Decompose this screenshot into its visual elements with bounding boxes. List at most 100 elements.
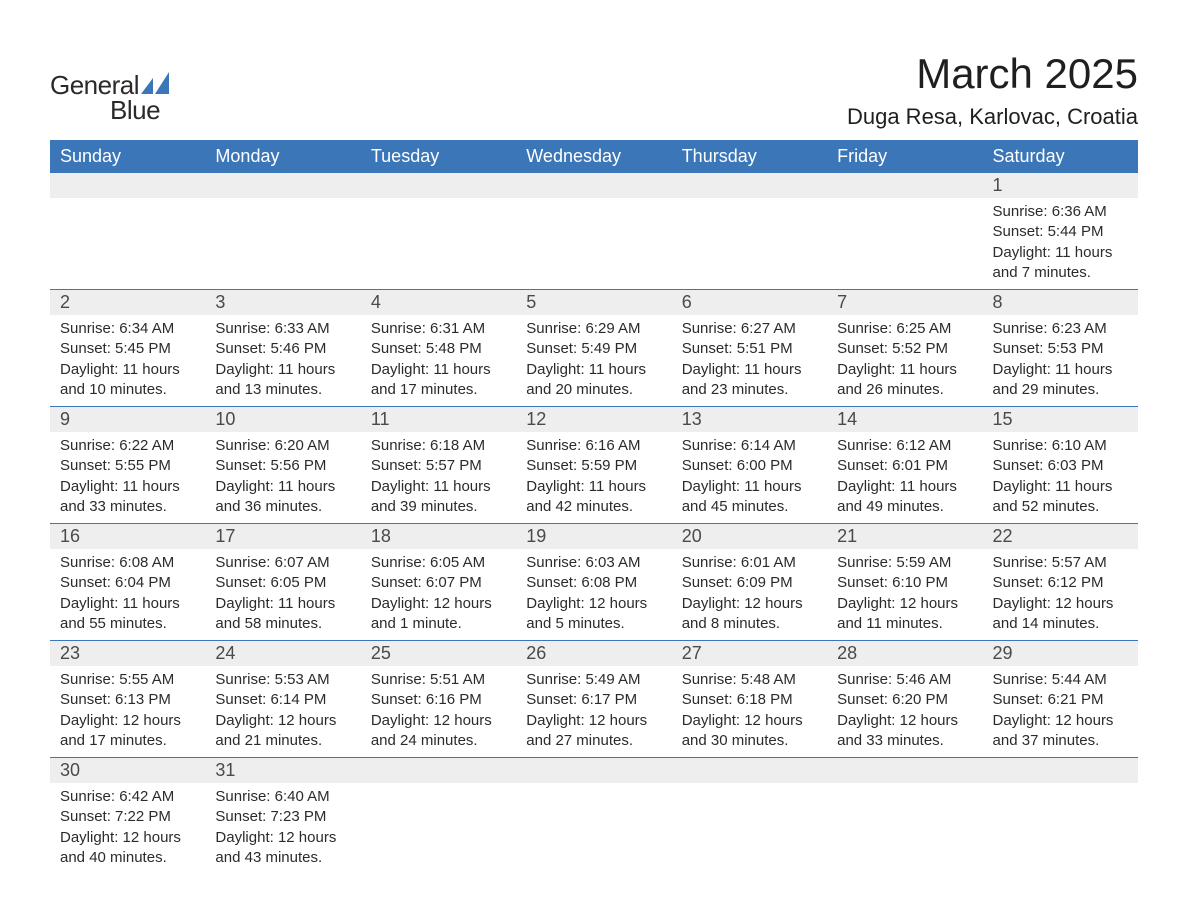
sunrise-line-value: 5:55 AM <box>119 671 174 688</box>
sunrise-line-label: Sunrise: <box>371 554 426 571</box>
sunrise-line-value: 5:53 AM <box>275 671 330 688</box>
sunrise-line-label: Sunrise: <box>526 437 581 454</box>
daylight-line-label: Daylight: <box>993 595 1051 612</box>
sunset-line: Sunset: 5:44 PM <box>993 222 1128 242</box>
week-row: 3031 Sunrise: 6:42 AMSunset: 7:22 PMDayl… <box>50 757 1138 874</box>
sunrise-line-value: 5:57 AM <box>1052 554 1107 571</box>
sunrise-line-label: Sunrise: <box>60 437 115 454</box>
sunset-line: Sunset: 6:10 PM <box>837 573 972 593</box>
sunrise-line-value: 6:07 AM <box>275 554 330 571</box>
sunrise-line: Sunrise: 5:51 AM <box>371 670 506 690</box>
day-cell: Sunrise: 6:05 AMSunset: 6:07 PMDaylight:… <box>361 549 516 640</box>
daylight-line-label: Daylight: <box>682 361 740 378</box>
sunrise-line: Sunrise: 5:44 AM <box>993 670 1128 690</box>
sunset-line-value: 6:18 PM <box>737 691 793 708</box>
sunrise-line-label: Sunrise: <box>682 554 737 571</box>
day-number: 4 <box>361 290 516 315</box>
day-number: 30 <box>50 758 205 783</box>
sunset-line-value: 5:48 PM <box>426 340 482 357</box>
day-cell: Sunrise: 5:55 AMSunset: 6:13 PMDaylight:… <box>50 666 205 757</box>
daylight-line-label: Daylight: <box>993 478 1051 495</box>
sunset-line: Sunset: 5:57 PM <box>371 456 506 476</box>
sunrise-line: Sunrise: 5:49 AM <box>526 670 661 690</box>
daylight-line-label: Daylight: <box>682 595 740 612</box>
day-number: 7 <box>827 290 982 315</box>
sunrise-line: Sunrise: 6:20 AM <box>215 436 350 456</box>
sunrise-line: Sunrise: 6:40 AM <box>215 787 350 807</box>
day-body-row: Sunrise: 5:55 AMSunset: 6:13 PMDaylight:… <box>50 666 1138 757</box>
sunset-line: Sunset: 6:05 PM <box>215 573 350 593</box>
sunset-line-value: 6:08 PM <box>581 574 637 591</box>
day-number: 9 <box>50 407 205 432</box>
daylight-line-label: Daylight: <box>215 829 273 846</box>
day-number <box>361 758 516 783</box>
weekday-header: Wednesday <box>516 140 671 173</box>
daylight-line-label: Daylight: <box>60 712 118 729</box>
daylight-line-label: Daylight: <box>526 361 584 378</box>
sunrise-line-label: Sunrise: <box>371 671 426 688</box>
sunrise-line-value: 5:48 AM <box>741 671 796 688</box>
day-number: 23 <box>50 641 205 666</box>
sunset-line: Sunset: 6:18 PM <box>682 690 817 710</box>
day-number <box>361 173 516 198</box>
daylight-line: Daylight: 11 hours and 42 minutes. <box>526 477 661 518</box>
sunset-line-value: 6:17 PM <box>581 691 637 708</box>
day-number: 8 <box>983 290 1138 315</box>
daylight-line-label: Daylight: <box>60 478 118 495</box>
day-number: 31 <box>205 758 360 783</box>
daylight-line: Daylight: 12 hours and 37 minutes. <box>993 711 1128 752</box>
day-cell <box>672 198 827 289</box>
sunset-line: Sunset: 5:46 PM <box>215 339 350 359</box>
day-number: 11 <box>361 407 516 432</box>
day-number: 26 <box>516 641 671 666</box>
sunrise-line-label: Sunrise: <box>993 320 1048 337</box>
day-number: 16 <box>50 524 205 549</box>
day-number <box>205 173 360 198</box>
sunset-line: Sunset: 6:04 PM <box>60 573 195 593</box>
sunrise-line-value: 6:16 AM <box>585 437 640 454</box>
sunset-line-value: 7:22 PM <box>115 808 171 825</box>
daylight-line-label: Daylight: <box>371 478 429 495</box>
day-cell: Sunrise: 6:18 AMSunset: 5:57 PMDaylight:… <box>361 432 516 523</box>
sunrise-line: Sunrise: 6:12 AM <box>837 436 972 456</box>
sunset-line-label: Sunset: <box>215 340 266 357</box>
sunrise-line: Sunrise: 6:23 AM <box>993 319 1128 339</box>
daylight-line-label: Daylight: <box>371 712 429 729</box>
sunrise-line: Sunrise: 6:31 AM <box>371 319 506 339</box>
sunset-line-label: Sunset: <box>837 457 888 474</box>
day-cell <box>672 783 827 874</box>
week-row: 9101112131415Sunrise: 6:22 AMSunset: 5:5… <box>50 406 1138 523</box>
day-cell <box>983 783 1138 874</box>
day-cell: Sunrise: 6:08 AMSunset: 6:04 PMDaylight:… <box>50 549 205 640</box>
sunrise-line-label: Sunrise: <box>215 554 270 571</box>
day-cell: Sunrise: 6:20 AMSunset: 5:56 PMDaylight:… <box>205 432 360 523</box>
day-number: 29 <box>983 641 1138 666</box>
daynum-band: 3031 <box>50 758 1138 783</box>
sunset-line-value: 7:23 PM <box>270 808 326 825</box>
day-cell: Sunrise: 6:36 AMSunset: 5:44 PMDaylight:… <box>983 198 1138 289</box>
day-cell <box>827 783 982 874</box>
sunrise-line-value: 6:27 AM <box>741 320 796 337</box>
sunrise-line-value: 6:01 AM <box>741 554 796 571</box>
day-cell: Sunrise: 6:22 AMSunset: 5:55 PMDaylight:… <box>50 432 205 523</box>
sunset-line-label: Sunset: <box>60 808 111 825</box>
day-cell: Sunrise: 5:59 AMSunset: 6:10 PMDaylight:… <box>827 549 982 640</box>
sunset-line-value: 5:55 PM <box>115 457 171 474</box>
sunset-line-label: Sunset: <box>682 340 733 357</box>
daylight-line: Daylight: 11 hours and 26 minutes. <box>837 360 972 401</box>
sunset-line-value: 6:00 PM <box>737 457 793 474</box>
day-number: 17 <box>205 524 360 549</box>
sunset-line-value: 6:10 PM <box>892 574 948 591</box>
sunset-line-value: 6:03 PM <box>1048 457 1104 474</box>
sunrise-line-label: Sunrise: <box>993 671 1048 688</box>
day-cell: Sunrise: 6:16 AMSunset: 5:59 PMDaylight:… <box>516 432 671 523</box>
daylight-line-label: Daylight: <box>993 361 1051 378</box>
sunrise-line-value: 6:40 AM <box>275 788 330 805</box>
day-cell <box>205 198 360 289</box>
day-body-row: Sunrise: 6:42 AMSunset: 7:22 PMDaylight:… <box>50 783 1138 874</box>
day-number: 10 <box>205 407 360 432</box>
sunset-line-label: Sunset: <box>837 574 888 591</box>
sunset-line: Sunset: 5:53 PM <box>993 339 1128 359</box>
sunset-line-label: Sunset: <box>60 574 111 591</box>
sunset-line-label: Sunset: <box>682 457 733 474</box>
